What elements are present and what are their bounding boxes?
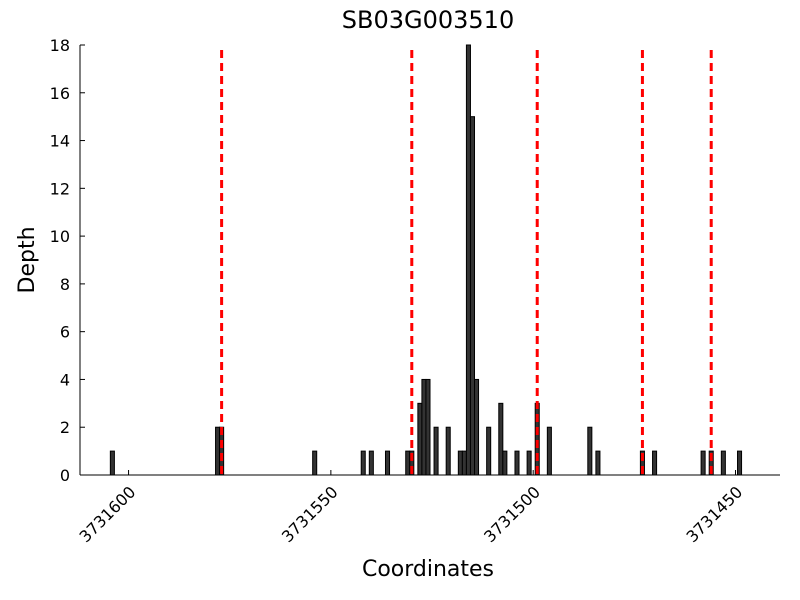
y-tick-label: 12	[50, 179, 70, 198]
y-tick-label: 2	[60, 418, 70, 437]
bar	[215, 426, 221, 476]
x-tick-label: 3731500	[480, 482, 544, 546]
bar	[417, 402, 423, 476]
bar	[465, 44, 471, 476]
y-tick-label: 4	[60, 370, 70, 389]
bar	[595, 450, 601, 476]
y-axis-label: Depth	[15, 226, 40, 293]
chart-title: SB03G003510	[342, 6, 514, 34]
y-tick-label: 16	[50, 84, 70, 103]
x-axis-label: Coordinates	[362, 557, 494, 582]
bar	[502, 450, 508, 476]
y-tick-label: 8	[60, 275, 70, 294]
bar	[457, 450, 463, 476]
y-tick-label: 14	[50, 132, 70, 151]
bar	[433, 426, 439, 476]
bar	[652, 450, 658, 476]
bar	[461, 450, 467, 476]
bar	[360, 450, 366, 476]
bar	[469, 116, 476, 476]
x-tick-label: 3731450	[682, 482, 746, 546]
bar	[737, 450, 743, 476]
bar	[526, 450, 532, 476]
bar	[474, 378, 480, 476]
bar	[700, 450, 706, 476]
x-tick-label: 3731600	[76, 482, 140, 546]
bar	[486, 426, 492, 476]
bar	[384, 450, 391, 476]
y-tick-label: 18	[50, 36, 70, 55]
bar	[498, 402, 504, 476]
bar	[587, 426, 593, 476]
bar	[445, 426, 451, 476]
bar	[368, 450, 374, 476]
bar	[514, 450, 520, 476]
bar	[405, 450, 411, 476]
y-tick-label: 0	[60, 466, 70, 485]
bar	[109, 450, 115, 476]
y-tick-label: 6	[60, 323, 70, 342]
y-tick-label: 10	[50, 227, 70, 246]
bar	[312, 450, 318, 476]
bar	[720, 450, 726, 476]
bar	[421, 378, 427, 476]
x-tick-label: 3731550	[278, 482, 342, 546]
bar	[546, 426, 552, 476]
bar	[425, 378, 431, 476]
